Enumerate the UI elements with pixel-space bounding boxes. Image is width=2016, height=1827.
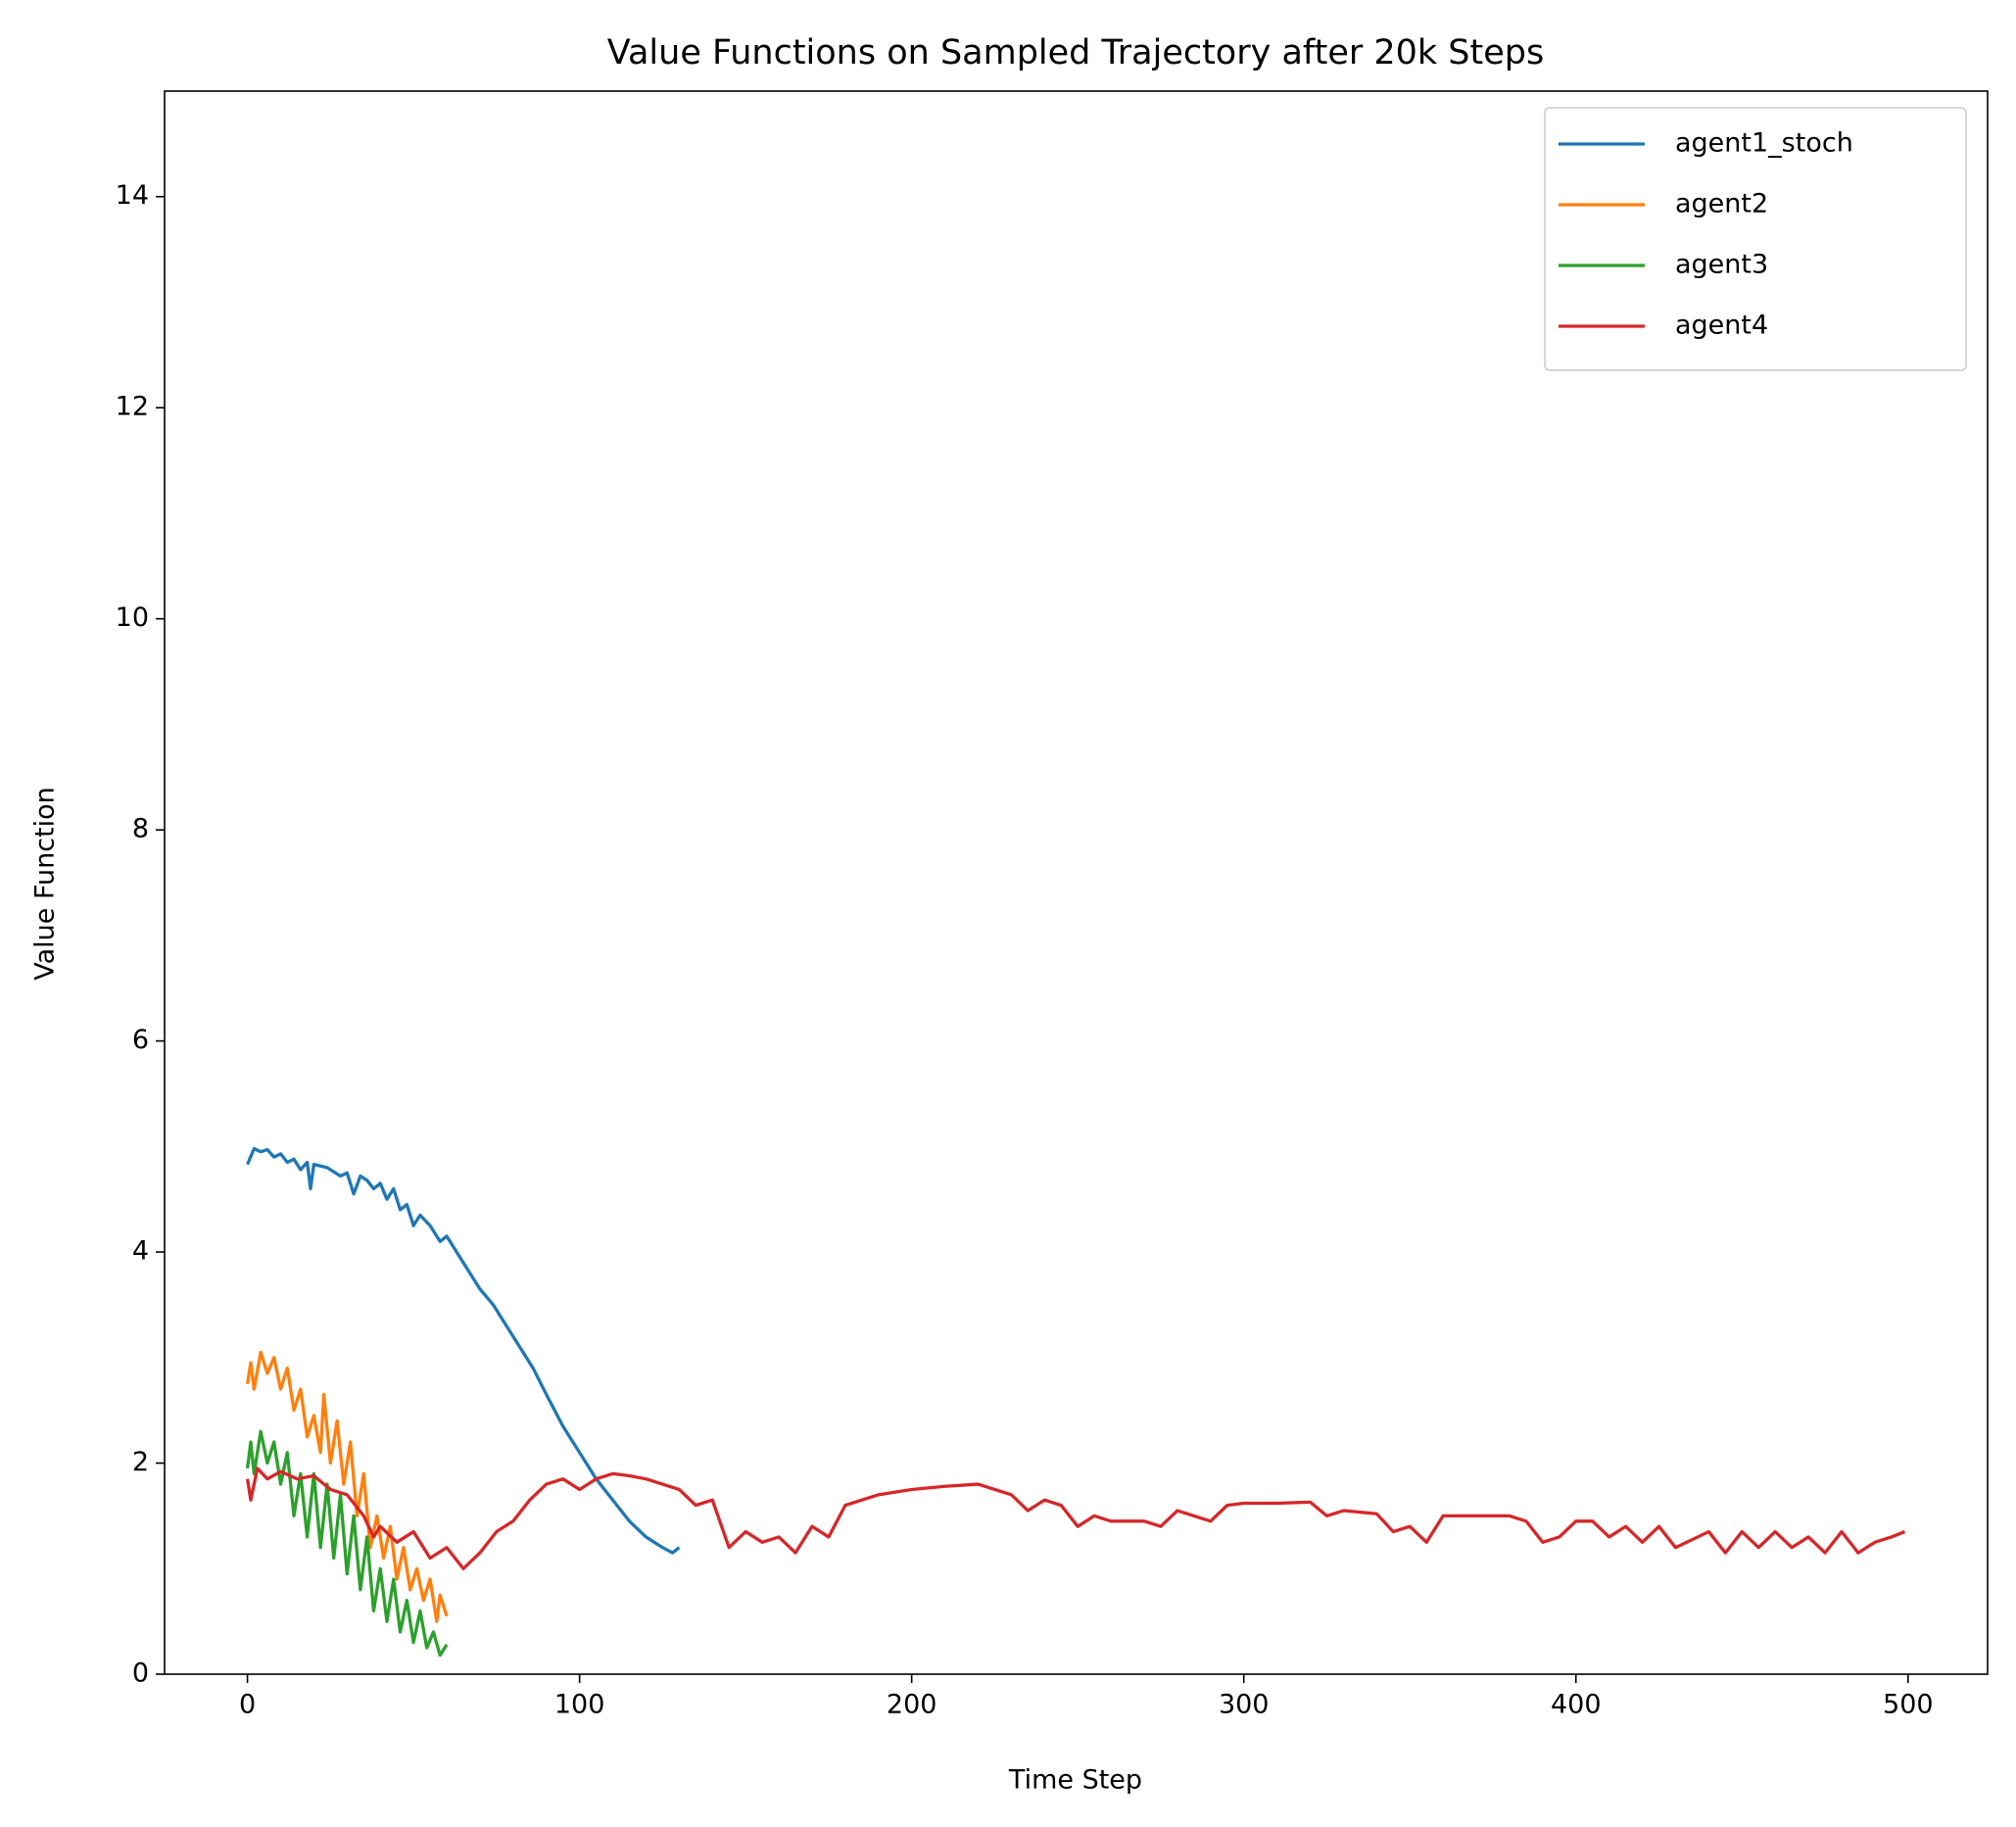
legend: agent1_stoch agent2 agent3 agent4 [1544, 107, 1967, 371]
legend-box [1544, 107, 1967, 371]
y-tick-label: 0 [132, 1659, 149, 1689]
x-tick-label: 300 [1219, 1690, 1270, 1720]
y-tick-label: 12 [116, 392, 149, 422]
legend-label: agent1_stoch [1675, 128, 1853, 159]
series-line [245, 1466, 1906, 1570]
legend-label: agent4 [1675, 311, 1768, 341]
y-tick-label: 6 [132, 1025, 149, 1055]
x-tick-label: 200 [887, 1690, 937, 1720]
y-tick-label: 4 [132, 1236, 149, 1267]
y-tick-label: 14 [116, 180, 149, 211]
series-line [245, 1350, 449, 1623]
x-tick-label: 400 [1551, 1690, 1602, 1720]
legend-label: agent3 [1675, 250, 1768, 280]
x-tick-label: 0 [239, 1690, 256, 1720]
y-tick-label: 10 [116, 602, 149, 633]
y-tick-label: 8 [132, 814, 149, 844]
y-axis-label: Value Function [30, 787, 61, 981]
x-tick-label: 500 [1883, 1690, 1934, 1720]
series-line [245, 1429, 449, 1658]
legend-label: agent2 [1675, 189, 1768, 219]
chart-title: Value Functions on Sampled Trajectory af… [607, 33, 1544, 72]
axes-frame [164, 90, 1989, 1675]
series-line [246, 1146, 681, 1555]
plot-area [245, 1146, 1906, 1658]
x-axis-label: Time Step [1008, 1765, 1142, 1796]
x-tick-label: 100 [554, 1690, 605, 1720]
y-tick-label: 2 [132, 1447, 149, 1477]
